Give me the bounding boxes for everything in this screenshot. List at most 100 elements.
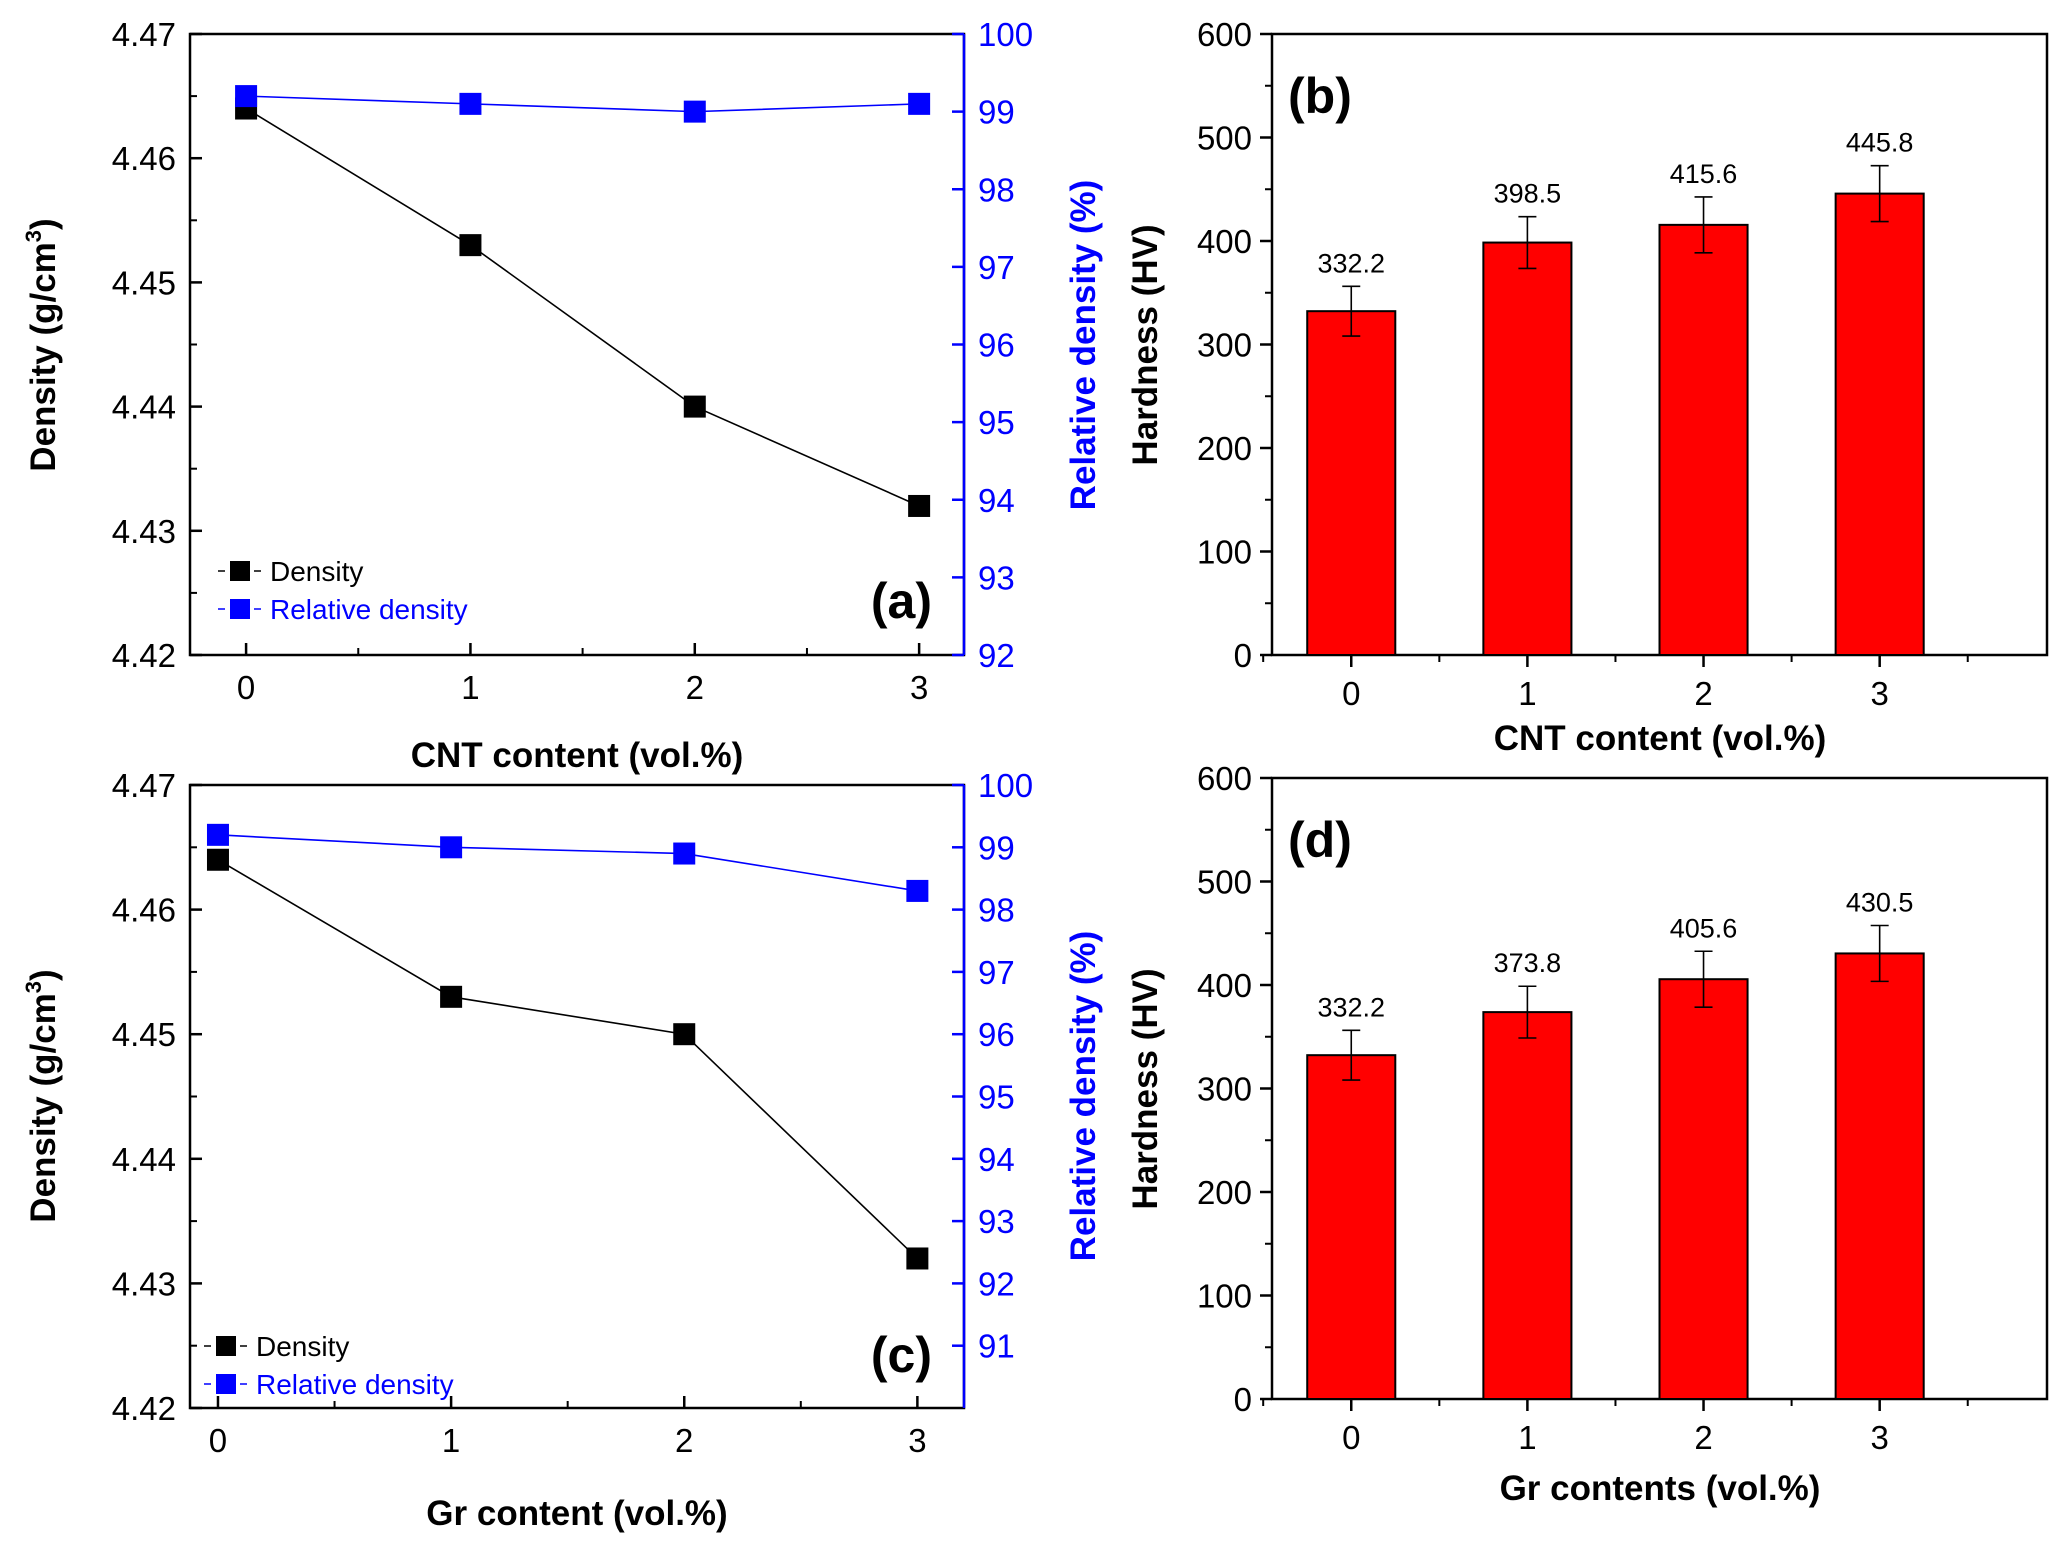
panel-label: (c) [871,1327,932,1383]
panel-d-hardness-chart: 0 100 200 300 400 500 600 0 1 2 3 332.2 373.8 405.6… [1126,760,2049,1508]
y-axis-label: Hardness (HV) [1126,224,1165,465]
x-tick-label: 0 [1342,675,1360,712]
x-tick-label: 0 [209,1422,227,1459]
legend-marker-relative-density [230,599,250,619]
data-label: 405.6 [1670,913,1738,943]
y-tick-label: 400 [1197,223,1252,260]
y-tick-label: 4.44 [112,1141,176,1178]
y2-tick-label: 95 [978,404,1015,441]
data-point-density [906,1247,929,1270]
y2-tick-label: 97 [978,954,1015,991]
data-label: 445.8 [1846,128,1914,158]
y2-axis-label: Relative density (%) [1064,931,1103,1262]
panel-label: (a) [871,573,932,629]
legend-label-relative-density: Relative density [256,1369,454,1400]
bar [1482,241,1573,657]
data-label: 415.6 [1670,159,1738,189]
legend-label-relative-density: Relative density [270,594,468,625]
y2-tick-label: 98 [978,892,1015,929]
x-tick-label: 3 [910,669,928,706]
bar [1306,310,1397,656]
plot-frame [188,783,966,1410]
y-tick-label: 4.47 [112,16,176,53]
y-tick-label: 4.43 [112,513,176,550]
bar [1834,952,1925,1400]
y-tick-label: 600 [1197,16,1252,53]
data-series [206,823,929,1270]
data-point-relative-density [206,823,229,846]
series-line-relative-density [246,95,920,113]
data-series [235,85,931,517]
data-point-density [459,234,482,257]
left-axis-ticks: 0 100 200 300 400 500 600 [1197,760,1272,1418]
y-tick-label: 400 [1197,967,1252,1004]
x-axis-label: CNT content (vol.%) [1494,719,1826,758]
left-axis-ticks: 4.42 4.43 4.44 4.45 4.46 4.47 [112,767,202,1427]
panel-label: (b) [1288,68,1352,124]
y-tick-label: 4.44 [112,389,176,426]
data-label: 332.2 [1317,992,1385,1022]
x-tick-label: 0 [1342,1419,1360,1456]
legend-marker-density [216,1336,236,1356]
data-point-density [683,395,706,418]
x-tick-label: 2 [686,669,704,706]
y-tick-label: 0 [1234,637,1252,674]
data-label: 398.5 [1494,179,1562,209]
bar [1306,1054,1397,1400]
x-tick-label: 3 [908,1422,926,1459]
x-tick-label: 1 [442,1422,460,1459]
y-tick-label: 200 [1197,430,1252,467]
y2-tick-label: 99 [978,829,1015,866]
y-tick-label: 4.47 [112,767,176,804]
data-point-density [673,1023,696,1046]
x-tick-label: 1 [461,669,479,706]
y-axis-label: Density (g/cm3) [21,969,63,1222]
x-axis-ticks: 0 1 2 3 [237,643,928,706]
y-tick-label: 4.42 [112,1390,176,1427]
y2-tick-label: 100 [978,767,1033,804]
data-point-relative-density [908,92,931,115]
y2-axis-label: Relative density (%) [1064,180,1103,511]
x-axis-label: Gr contents (vol.%) [1500,1469,1821,1508]
y2-tick-label: 93 [978,559,1015,596]
y2-tick-label: 91 [978,1328,1015,1365]
x-axis-ticks: 0 1 2 3 [209,1396,927,1459]
panel-a-density-chart: 4.424.434.444.454.464.47 929394959697989… [21,16,1103,775]
y2-tick-label: 99 [978,94,1015,131]
y2-tick-label: 96 [978,327,1015,364]
left-axis-ticks: 4.42 4.43 4.44 4.45 4.46 4.47 [112,16,202,674]
x-axis-label: CNT content (vol.%) [411,736,743,775]
y-tick-label: 4.42 [112,637,176,674]
y-axis-label: Hardness (HV) [1126,968,1165,1209]
right-axis-ticks: 92 93 94 95 96 97 98 99 100 [952,16,1033,674]
data-label: 332.2 [1317,248,1385,278]
data-label: 430.5 [1846,887,1914,917]
panel-b-hardness-chart: 0 100 200 300 400 500 600 0 1 2 3 332.2 398.5 415.6… [1126,16,2049,758]
left-axis-ticks: 0 100 200 300 400 500 600 [1197,16,1272,674]
y-axis-label: Density (g/cm3) [21,218,63,471]
data-point-relative-density [235,85,258,108]
legend: Density Relative density [218,556,468,625]
x-tick-label: 3 [1870,1419,1888,1456]
legend-marker-density [230,561,250,581]
y-tick-label: 500 [1197,864,1252,901]
y-tick-label: 500 [1197,120,1252,157]
y2-tick-label: 94 [978,1141,1015,1178]
series-line-density [245,107,920,507]
y-tick-label: 4.43 [112,1265,176,1302]
y-tick-label: 4.45 [112,1016,176,1053]
x-tick-label: 3 [1870,675,1888,712]
y2-tick-label: 95 [978,1079,1015,1116]
y2-tick-label: 96 [978,1016,1015,1053]
data-point-density [440,985,463,1008]
legend-marker-relative-density [216,1374,236,1394]
legend: Density Relative density [204,1331,454,1400]
y-tick-label: 600 [1197,760,1252,797]
data-label: 373.8 [1494,948,1562,978]
data-point-density [206,848,229,871]
y-tick-label: 100 [1197,1278,1252,1315]
series-line-relative-density [217,834,918,892]
legend-label-density: Density [256,1331,349,1362]
y2-tick-label: 97 [978,249,1015,286]
